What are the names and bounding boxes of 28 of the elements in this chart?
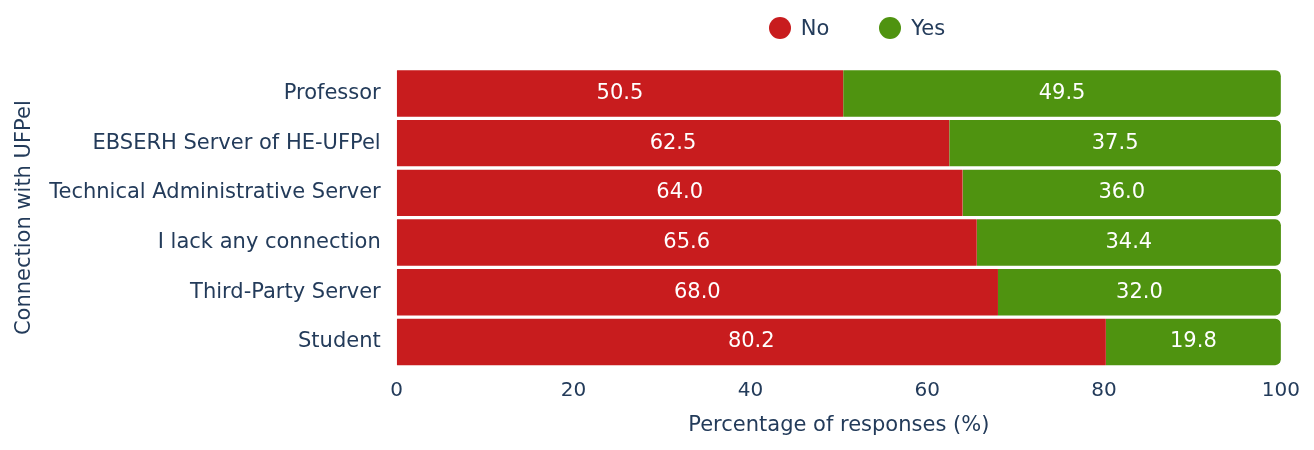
text: 49.5 [1038,79,1086,104]
text: 62.5 [649,129,697,154]
x-tick-label: 60 [914,377,940,401]
y-axis-title: Connection with UFPel [11,100,36,336]
y-tick-label: EBSERH Server of HE-UFPel [92,129,381,154]
text: 34.4 [1105,229,1153,253]
x-axis-title: Percentage of responses (%) [688,411,990,436]
text: 19.8 [1169,328,1217,353]
y-tick-label: Student [298,328,381,353]
text: 32.0 [1116,278,1163,303]
text: 50.5 [596,79,644,104]
legend-label: Yes [911,16,946,40]
text: 64.0 [656,179,704,204]
x-tick-label: 0 [390,377,404,401]
text: 36.0 [1098,179,1146,204]
text: 37.5 [1091,129,1139,154]
text: 80.2 [727,328,775,353]
x-tick-label: 100 [1261,377,1301,401]
x-tick-label: 40 [737,377,764,401]
y-tick-label: I lack any connection [157,229,381,253]
text: 65.6 [663,229,711,253]
y-tick-label: Third-Party Server [189,278,382,303]
x-tick-label: 20 [560,377,587,401]
text: 68.0 [673,278,721,303]
y-tick-label: Technical Administrative Server [48,179,382,204]
legend-label: No [800,16,830,40]
y-tick-label: Professor [283,79,382,104]
x-tick-label: 80 [1091,377,1117,401]
